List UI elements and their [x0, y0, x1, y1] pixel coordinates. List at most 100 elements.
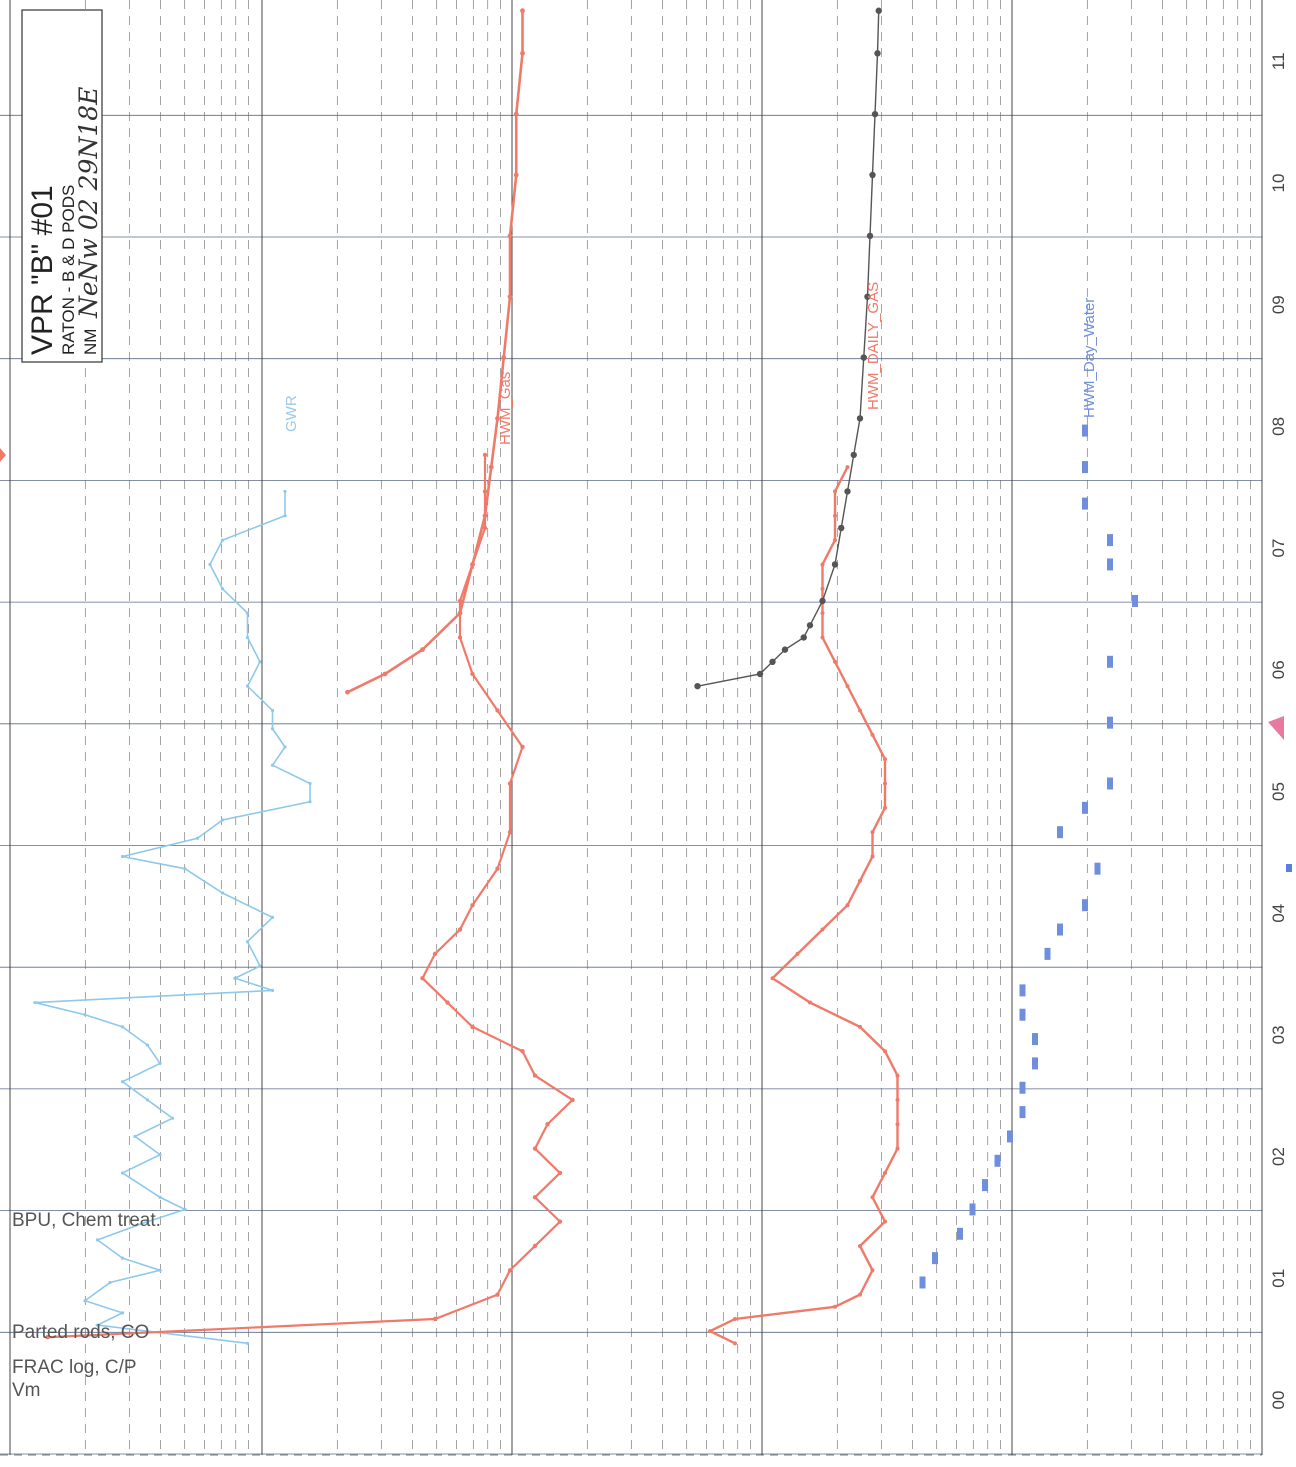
data-point — [532, 1243, 538, 1249]
x-tick-label: 01 — [1269, 1269, 1288, 1288]
data-point — [33, 1000, 37, 1005]
data-point — [95, 1323, 100, 1327]
x-tick-label: 02 — [1269, 1147, 1288, 1166]
data-point — [845, 465, 850, 470]
data-point — [145, 1220, 150, 1224]
data-point — [866, 232, 874, 240]
data-point — [1032, 1057, 1038, 1070]
data-point — [245, 611, 250, 615]
data-point — [1057, 923, 1063, 936]
data-point — [457, 610, 463, 616]
data-point — [270, 915, 275, 919]
x-tick-label: 11 — [1269, 52, 1288, 70]
data-point — [919, 1276, 926, 1289]
data-point — [833, 1304, 837, 1309]
data-point — [507, 829, 513, 835]
data-point — [770, 976, 775, 981]
data-point — [694, 682, 701, 690]
data-point — [820, 586, 825, 591]
data-point — [233, 976, 237, 980]
data-point — [820, 927, 825, 932]
grid — [0, 0, 1263, 1456]
data-point — [495, 1292, 500, 1297]
data-point — [1019, 1008, 1026, 1021]
event-label-bpu: BPU, Chem treat. — [12, 1210, 161, 1231]
data-point — [869, 171, 876, 179]
data-point — [120, 1311, 125, 1315]
data-point — [883, 805, 887, 810]
series-hwm-daily-gas — [707, 465, 900, 1346]
data-point — [820, 562, 825, 567]
data-point — [1082, 497, 1088, 510]
data-point — [875, 7, 882, 14]
data-point — [482, 452, 488, 458]
data-point — [1094, 862, 1101, 875]
data-point — [308, 800, 312, 804]
data-point — [457, 927, 463, 932]
data-point — [871, 110, 879, 118]
data-point — [870, 732, 875, 737]
data-point — [895, 1097, 900, 1102]
data-point — [220, 891, 225, 895]
data-point — [833, 538, 837, 543]
data-point — [858, 878, 862, 883]
data-point — [45, 1335, 50, 1340]
data-point — [860, 354, 867, 361]
data-point — [532, 1146, 538, 1151]
data-point — [1044, 947, 1051, 960]
data-point — [883, 757, 887, 762]
data-point — [845, 903, 850, 908]
data-point — [844, 488, 851, 495]
x-tick-label: 10 — [1269, 174, 1288, 193]
data-point — [831, 561, 839, 568]
data-point — [858, 1292, 862, 1297]
data-point — [1057, 826, 1063, 839]
x-tick-label: 07 — [1269, 539, 1288, 558]
data-point — [513, 172, 519, 178]
data-point — [158, 1268, 162, 1272]
series-hwm-gas — [45, 452, 575, 1340]
data-point — [507, 1268, 513, 1273]
data-point — [120, 1080, 125, 1084]
data-point — [245, 940, 250, 944]
data-point — [532, 1195, 538, 1200]
data-point — [969, 1203, 976, 1216]
data-point — [883, 1170, 887, 1175]
data-point — [850, 451, 857, 459]
data-point — [120, 854, 125, 859]
data-point — [158, 1061, 162, 1066]
data-point — [470, 903, 475, 908]
header-line1: RATON - B & D PODS — [59, 185, 78, 355]
data-point — [308, 781, 312, 786]
data-point — [858, 708, 862, 713]
x-tick-label: 04 — [1269, 904, 1288, 923]
data-point — [170, 1116, 175, 1120]
data-point — [845, 684, 850, 689]
data-point — [220, 587, 225, 591]
data-point — [870, 1195, 875, 1200]
data-point — [507, 233, 513, 239]
data-point — [833, 659, 837, 664]
data-point — [838, 524, 845, 532]
data-point — [520, 744, 525, 750]
data-point — [208, 562, 212, 567]
data-point — [482, 513, 488, 519]
data-point — [220, 538, 225, 542]
data-point — [120, 1171, 125, 1175]
data-point — [820, 635, 825, 640]
data-point — [1107, 558, 1113, 571]
data-point — [501, 355, 507, 360]
data-point — [570, 1097, 575, 1103]
data-point — [83, 1299, 87, 1303]
data-point — [513, 111, 519, 117]
data-point — [470, 1024, 475, 1030]
data-point — [258, 964, 262, 968]
data-point — [245, 1341, 250, 1345]
data-point — [120, 1256, 125, 1260]
data-point — [1082, 424, 1088, 437]
data-point — [145, 1043, 150, 1047]
data-point — [432, 951, 438, 957]
data-point — [1019, 1106, 1026, 1119]
square-marker-icon — [1286, 864, 1292, 872]
